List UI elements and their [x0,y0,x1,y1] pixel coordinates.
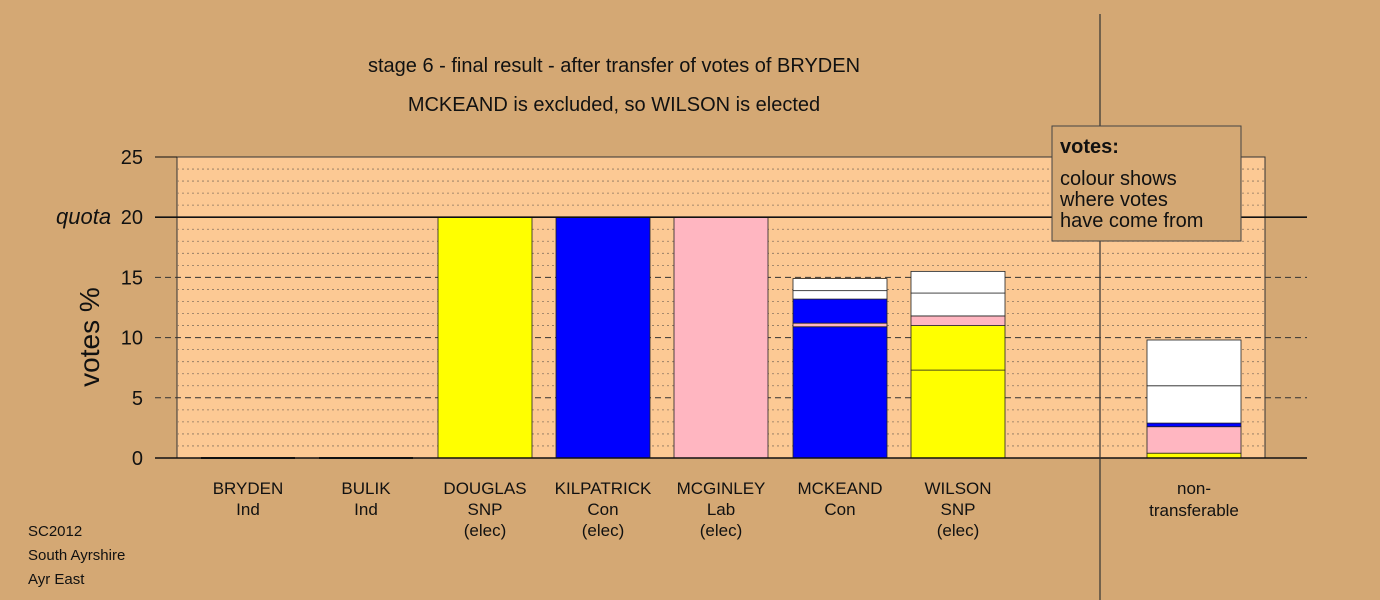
footer-line-2: South Ayrshire [28,547,125,564]
category-label: KILPATRICK [555,479,652,498]
category-label: BULIK [341,479,391,498]
bar-segment [792,322,888,328]
category-labels: BRYDEN Ind BULIK Ind DOUGLAS SNP (elec) KILPATR… [213,479,1239,540]
nontransferable-segment [1146,385,1242,424]
quota-label: quota [56,204,111,229]
y-tick-label: 15 [121,267,143,289]
category-label: Ind [236,500,260,519]
bar-segment [910,292,1006,317]
bar-segment [792,326,888,459]
legend-line-2: where votes [1059,189,1168,211]
nontransferable-segment [1146,426,1242,454]
category-label: WILSON [924,479,991,498]
bar-segment [910,325,1006,371]
legend: votes: colour shows where votes have com… [1051,125,1242,242]
category-label: (elec) [937,521,980,540]
category-label: BRYDEN [213,479,284,498]
legend-box [1051,125,1242,242]
legend-heading: votes: [1060,136,1119,158]
nontransferable-segment [1146,452,1242,459]
category-label: Con [587,500,618,519]
bar-segment [910,315,1006,326]
y-tick-label: 10 [121,328,143,350]
category-label: DOUGLAS [443,479,526,498]
bar-segment [910,369,1006,459]
bar-segment [673,216,769,459]
category-label: (elec) [582,521,625,540]
nontransferable-label: transferable [1149,501,1239,520]
y-tick-label: 25 [121,147,143,169]
y-axis-label: votes % [74,287,105,387]
axes: 0 5 10 15 20 25 [121,14,1307,600]
bar-segment [555,216,651,459]
legend-line-1: colour shows [1060,168,1177,190]
nontransferable-segment [1146,339,1242,387]
footer-line-3: Ayr East [28,571,85,588]
category-label: MCKEAND [797,479,882,498]
nontransferable-label: non- [1177,479,1211,498]
bar-segment [792,290,888,300]
category-label: (elec) [464,521,507,540]
category-label: SNP [468,500,503,519]
category-label: Lab [707,500,735,519]
category-label: MCGINLEY [677,479,766,498]
category-label: SNP [941,500,976,519]
chart-title: stage 6 - final result - after transfer … [368,55,860,77]
bar-segment [792,278,888,292]
chart-subtitle: MCKEAND is excluded, so WILSON is electe… [408,94,820,116]
category-label: Ind [354,500,378,519]
legend-line-3: have come from [1060,210,1203,232]
category-label: (elec) [700,521,743,540]
category-label: Con [824,500,855,519]
y-tick-label: 20 [121,207,143,229]
bar-segment [437,216,533,459]
bar-segment [792,298,888,324]
bar-segment [910,270,1006,294]
y-tick-label: 5 [132,388,143,410]
y-tick-label: 0 [132,448,143,470]
nontransferable-segment [1146,422,1242,428]
footer-line-1: SC2012 [28,523,82,540]
